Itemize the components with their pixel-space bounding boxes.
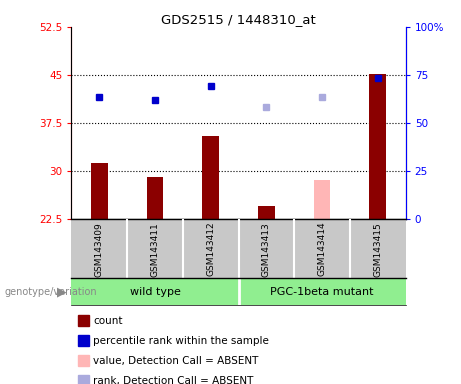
Text: wild type: wild type [130,287,180,297]
Text: GSM143409: GSM143409 [95,222,104,276]
Title: GDS2515 / 1448310_at: GDS2515 / 1448310_at [161,13,316,26]
Text: genotype/variation: genotype/variation [5,287,97,297]
Bar [238,278,406,305]
Text: GSM143413: GSM143413 [262,222,271,276]
Bar [147,177,163,219]
Text: count: count [93,316,123,326]
Text: GSM143415: GSM143415 [373,222,382,276]
Bar [258,206,275,219]
Text: GSM143412: GSM143412 [206,222,215,276]
Text: PGC-1beta mutant: PGC-1beta mutant [270,287,374,297]
Bar [369,74,386,219]
Text: GSM143414: GSM143414 [318,222,327,276]
Text: rank, Detection Call = ABSENT: rank, Detection Call = ABSENT [93,376,254,384]
Text: percentile rank within the sample: percentile rank within the sample [93,336,269,346]
Bar [71,278,239,305]
Text: ▶: ▶ [57,285,67,298]
Text: GSM143411: GSM143411 [150,222,160,276]
Bar [202,136,219,219]
Bar [314,180,331,219]
Text: value, Detection Call = ABSENT: value, Detection Call = ABSENT [93,356,259,366]
Bar [91,163,108,219]
